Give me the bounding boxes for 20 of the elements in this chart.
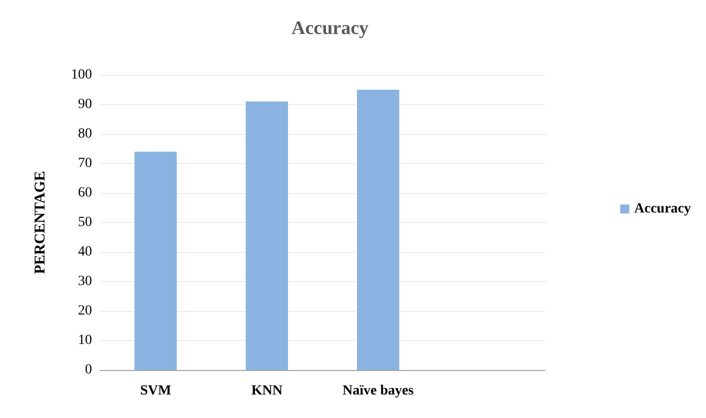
y-tick-label: 90 bbox=[78, 97, 92, 112]
bar bbox=[356, 90, 400, 370]
x-tick-label: Naïve bayes bbox=[342, 384, 414, 398]
y-tick-label: 50 bbox=[78, 215, 92, 230]
y-tick-label: 10 bbox=[78, 333, 92, 348]
y-tick-label: 100 bbox=[71, 68, 92, 82]
y-tick-label: 80 bbox=[78, 126, 92, 142]
y-tick-label: 30 bbox=[78, 274, 92, 289]
x-tick-label: SVM bbox=[140, 384, 172, 398]
y-tick-label: 0 bbox=[85, 362, 92, 378]
bar bbox=[246, 102, 288, 370]
y-tick-label: 20 bbox=[78, 304, 92, 318]
chart-title: Accuracy bbox=[291, 18, 370, 39]
y-tick-label: 40 bbox=[78, 244, 92, 260]
legend-label: Accuracy bbox=[634, 202, 692, 216]
x-tick-label: KNN bbox=[251, 384, 282, 398]
y-axis-title: PERCENTAGE bbox=[32, 170, 48, 274]
y-tick-label: 60 bbox=[78, 186, 92, 200]
bar bbox=[134, 152, 177, 370]
y-tick-label: 70 bbox=[78, 156, 92, 171]
